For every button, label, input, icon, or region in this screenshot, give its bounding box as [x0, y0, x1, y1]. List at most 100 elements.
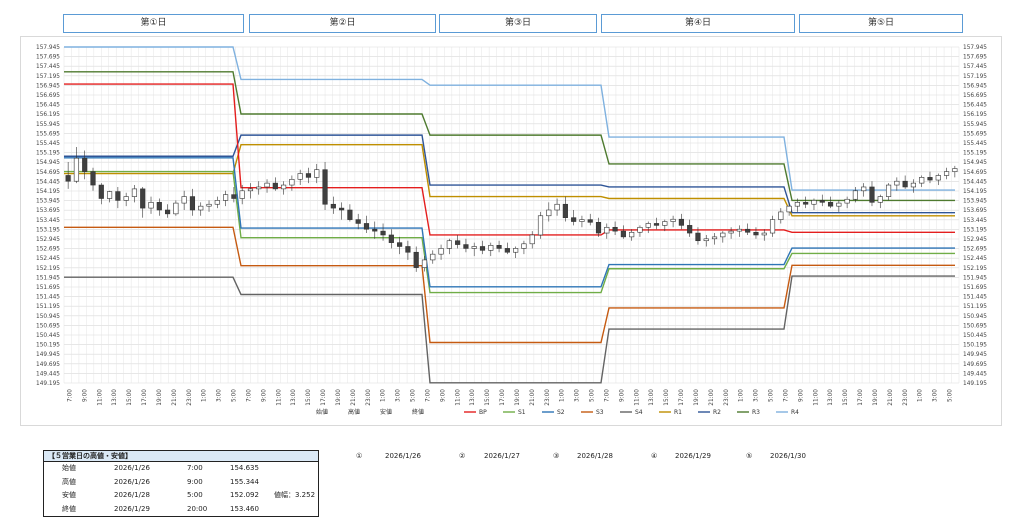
legend-label: 高値: [348, 408, 360, 416]
x-tick-label: 11:00: [813, 389, 819, 406]
y-tick-label-right: 157.945: [963, 45, 987, 51]
candle-body: [106, 191, 113, 199]
y-tick-label: 153.695: [36, 208, 60, 214]
tab-day-2[interactable]: 第②日: [249, 14, 436, 33]
candle-body: [579, 219, 585, 222]
y-tick-label-right: 155.945: [963, 122, 987, 128]
tab-day-5[interactable]: 第⑤日: [799, 14, 963, 33]
candle-body: [761, 232, 767, 236]
x-tick-label: 23:00: [187, 389, 193, 406]
y-tick-label: 156.445: [36, 103, 60, 109]
candle-body: [479, 246, 486, 251]
candle-body: [786, 205, 792, 213]
candle-body: [339, 207, 345, 211]
y-tick-label-right: 151.695: [963, 285, 987, 291]
y-tick-label: 154.195: [36, 189, 60, 195]
x-tick-label: 7:00: [67, 389, 73, 402]
candle-body: [430, 253, 436, 261]
x-tick-label: 15:00: [127, 389, 133, 406]
x-tick-label: 1:00: [560, 389, 566, 402]
candle-body: [131, 188, 138, 197]
candle-body: [894, 180, 900, 186]
day-mark: ①: [356, 452, 363, 460]
row-label: 安値: [62, 491, 76, 499]
candle-body: [819, 200, 825, 203]
candle-body: [571, 217, 577, 222]
candle-body: [223, 194, 229, 201]
x-tick-label: 19:00: [873, 389, 879, 406]
summary-row-close: 終値 2026/1/29 20:00 153.460: [44, 503, 318, 517]
candle-body: [711, 236, 718, 240]
pivot-line-s4: [64, 275, 955, 384]
day-mark: ⑤: [746, 452, 753, 460]
candle-body: [281, 184, 287, 190]
x-tick-label: 11:00: [97, 389, 103, 406]
candle-body: [662, 221, 668, 226]
x-tick-label: 9:00: [798, 389, 804, 402]
row-value: 153.460: [230, 504, 259, 513]
row-label: 始値: [62, 464, 76, 472]
y-tick-label: 153.195: [36, 227, 60, 233]
x-tick-label: 5:00: [769, 389, 775, 402]
candle-body: [637, 226, 643, 233]
legend-label: BP: [479, 409, 487, 416]
tab-day-3[interactable]: 第③日: [439, 14, 597, 33]
row-date: 2026/1/26: [114, 464, 150, 472]
candle-body: [140, 188, 146, 209]
candle-body: [537, 215, 544, 236]
candle-body: [355, 219, 361, 224]
candle-body: [629, 231, 635, 238]
tab-day-1[interactable]: 第①日: [63, 14, 244, 33]
y-tick-label-right: 152.695: [963, 247, 987, 253]
candle-body: [173, 202, 179, 215]
summary-table: 【５営業日の高値・安値】 始値 2026/1/26 7:00 154.635 高…: [43, 450, 319, 517]
x-tick-label: 23:00: [724, 389, 730, 406]
candle-body: [496, 245, 502, 249]
y-tick-label-right: 154.195: [963, 189, 987, 195]
candle-body: [753, 231, 759, 236]
price-chart: 157.945 157.945 157.695 157.695 157.445 157.4…: [36, 45, 987, 416]
candle-body: [305, 173, 312, 178]
x-tick-label: 15:00: [306, 389, 312, 406]
x-tick-label: 17:00: [679, 389, 685, 406]
x-tick-label: 7:00: [783, 389, 789, 402]
x-tick-label: 5:00: [232, 389, 238, 402]
candle-body: [421, 259, 428, 268]
candle-body: [98, 184, 104, 199]
y-tick-label: 157.945: [36, 45, 60, 51]
row-value: 152.092: [230, 491, 259, 499]
x-tick-label: 21:00: [351, 389, 357, 406]
row-label: 高値: [62, 477, 76, 486]
x-tick-label: 1:00: [202, 389, 208, 402]
y-tick-label-right: 156.195: [963, 112, 987, 118]
x-tick-label: 7:00: [425, 389, 431, 402]
candle-body: [405, 246, 411, 253]
y-tick-label-right: 151.945: [963, 275, 987, 281]
tab-day-4[interactable]: 第④日: [601, 14, 795, 33]
y-tick-label-right: 150.445: [963, 333, 987, 339]
candle-body: [927, 177, 933, 181]
x-tick-label: 19:00: [694, 389, 700, 406]
y-tick-label-right: 150.945: [963, 314, 987, 320]
y-tick-label: 150.695: [36, 323, 60, 329]
x-tick-label: 3:00: [575, 389, 581, 402]
x-tick-label: 17:00: [500, 389, 506, 406]
legend-label: 始値: [316, 408, 328, 416]
y-tick-label-right: 157.445: [963, 64, 987, 70]
candle-body: [794, 202, 800, 207]
candle-body: [861, 186, 867, 192]
candle-body: [388, 234, 394, 243]
y-tick-label-right: 157.195: [963, 74, 987, 80]
candle-body: [827, 202, 834, 207]
candle-body: [231, 194, 237, 199]
day-mark: ③: [553, 452, 560, 460]
candle-body: [529, 234, 535, 245]
row-value: 155.344: [230, 477, 259, 486]
y-tick-label: 155.445: [36, 141, 60, 147]
x-tick-label: 23:00: [545, 389, 551, 406]
y-tick-label: 156.695: [36, 93, 60, 99]
y-tick-label-right: 149.445: [963, 371, 987, 377]
x-tick-label: 5:00: [948, 389, 954, 402]
candle-body: [347, 209, 353, 220]
candle-body: [745, 228, 751, 233]
